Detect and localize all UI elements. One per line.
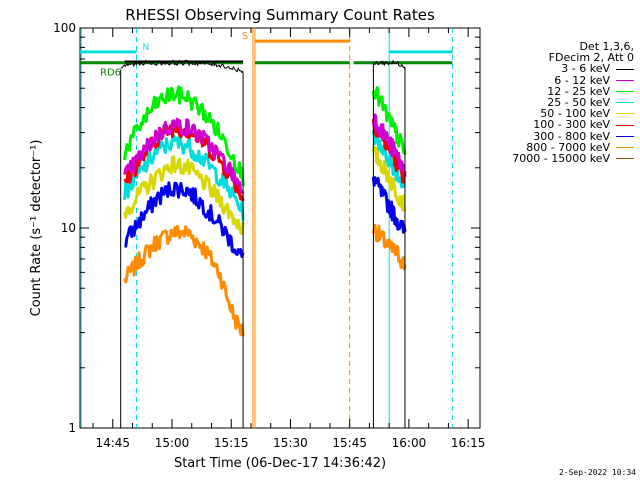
x-tick-label: 16:00: [392, 436, 427, 450]
render-timestamp: 2-Sep-2022 10:34: [558, 468, 636, 477]
legend-label: 12 - 25 keV: [547, 84, 610, 98]
x-tick-label: 16:15: [451, 436, 486, 450]
x-axis-label: Start Time (06-Dec-17 14:36:42): [174, 456, 386, 471]
series-line: [371, 223, 407, 271]
legend-label: 7000 - 15000 keV: [512, 152, 610, 166]
legend-rows: 3 - 6 keV 6 - 12 keV 12 - 25 keV 25 - 50 ke…: [486, 63, 634, 164]
legend-swatch: [616, 102, 634, 104]
legend-swatch: [616, 146, 634, 148]
legend-item: 100 - 300 keV: [486, 118, 634, 132]
legend-swatch: [616, 158, 634, 160]
legend-item: 7000 - 15000 keV: [486, 153, 634, 164]
legend-swatch: [616, 68, 634, 70]
legend-header-line-2: FDecim 2, Att 0: [548, 51, 634, 65]
legend-label: 100 - 300 keV: [533, 118, 610, 132]
legend-item: 25 - 50 keV: [486, 97, 634, 108]
axes-layer: 1 10 100 14:45 15:00 15:15 15:30 15:45 16:00 16:1…: [53, 21, 485, 450]
legend-swatch: [616, 113, 634, 115]
series-line: [371, 86, 407, 156]
legend-label: 800 - 7000 keV: [526, 140, 610, 154]
series-line: [123, 85, 245, 187]
legend-header-line-1: Det 1,3,6,: [579, 40, 634, 53]
legend-item: 3 - 6 keV: [486, 62, 634, 76]
legend: Det 1,3,6, FDecim 2, Att 0 3 - 6 keV 6 - …: [486, 41, 634, 164]
x-tick-label: 15:30: [273, 436, 308, 450]
legend-item: 300 - 800 keV: [486, 129, 634, 143]
legend-item: 50 - 100 keV: [486, 108, 634, 119]
series-line: [372, 60, 406, 70]
legend-swatch: [616, 90, 634, 92]
y-axis-label: Count Rate (s⁻¹ detector⁻¹): [29, 140, 44, 317]
series-line: [120, 59, 244, 74]
x-tick-label: 15:00: [155, 436, 190, 450]
legend-item: 6 - 12 keV: [486, 73, 634, 87]
chart-title: RHESSI Observing Summary Count Rates: [125, 6, 435, 24]
legend-label: 3 - 6 keV: [561, 62, 610, 76]
legend-item: 800 - 7000 keV: [486, 142, 634, 153]
legend-swatch: [616, 135, 634, 137]
legend-swatch: [616, 79, 634, 81]
series-line: [371, 145, 407, 212]
series-line: [123, 224, 245, 337]
x-tick-label: 14:45: [95, 436, 130, 450]
series-layer: [120, 59, 407, 428]
series-line: [371, 127, 407, 189]
x-tick-label: 15:15: [214, 436, 249, 450]
night-label: N: [142, 43, 149, 53]
legend-label: 300 - 800 keV: [533, 129, 610, 143]
series-line: [123, 155, 245, 236]
series-line: [371, 176, 407, 234]
legend-swatch: [616, 124, 634, 126]
series-line: [371, 113, 407, 177]
series-line: [123, 133, 245, 221]
y-tick-label: 10: [61, 221, 76, 235]
series-line: [124, 181, 245, 258]
series-line: [123, 117, 245, 195]
legend-label: 6 - 12 keV: [554, 73, 610, 87]
sunlight-label: S: [242, 31, 248, 42]
y-tick-label: 1: [68, 421, 76, 435]
x-tick-label: 15:45: [332, 436, 367, 450]
legend-label: 25 - 50 keV: [547, 96, 610, 110]
legend-label: 50 - 100 keV: [540, 107, 610, 121]
legend-item: 12 - 25 keV: [486, 86, 634, 97]
rd6-label: RD6: [100, 67, 121, 78]
y-tick-label: 100: [53, 21, 76, 35]
